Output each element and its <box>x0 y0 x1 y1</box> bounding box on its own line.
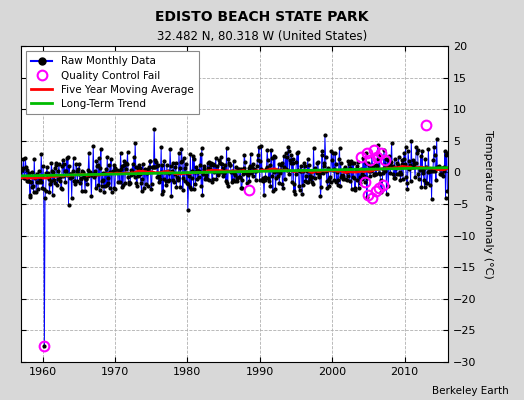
Text: 32.482 N, 80.318 W (United States): 32.482 N, 80.318 W (United States) <box>157 30 367 43</box>
Text: EDISTO BEACH STATE PARK: EDISTO BEACH STATE PARK <box>155 10 369 24</box>
Legend: Raw Monthly Data, Quality Control Fail, Five Year Moving Average, Long-Term Tren: Raw Monthly Data, Quality Control Fail, … <box>26 51 199 114</box>
Text: Berkeley Earth: Berkeley Earth <box>432 386 508 396</box>
Y-axis label: Temperature Anomaly (°C): Temperature Anomaly (°C) <box>483 130 493 278</box>
